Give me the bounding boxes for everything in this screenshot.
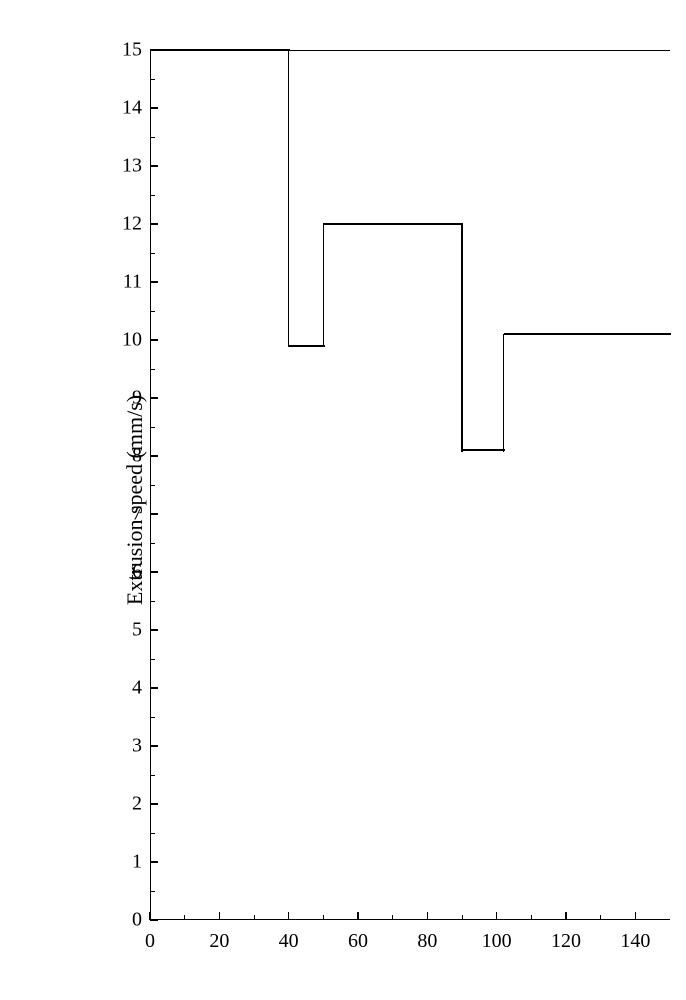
step-segment [323,223,463,225]
x-tick-label: 100 [482,930,512,953]
x-tick-minor [462,915,463,920]
y-tick [150,339,158,341]
y-tick [150,919,158,921]
y-tick [150,165,158,167]
y-tick-label: 15 [122,39,142,62]
x-tick [149,912,151,920]
y-tick [150,397,158,399]
y-tick [150,861,158,863]
y-tick-minor [150,485,155,486]
y-tick-minor [150,543,155,544]
x-tick-label: 120 [551,930,581,953]
y-tick-label: 7 [132,503,142,526]
y-tick-minor [150,195,155,196]
plot-area [150,50,670,920]
y-tick-label: 1 [132,851,142,874]
y-tick-label: 6 [132,561,142,584]
step-segment [323,224,325,347]
x-tick [288,912,290,920]
y-tick [150,571,158,573]
y-tick-minor [150,369,155,370]
y-tick-minor [150,427,155,428]
y-tick [150,223,158,225]
y-tick-minor [150,137,155,138]
x-tick-minor [184,915,185,920]
y-tick-minor [150,659,155,660]
y-tick-minor [150,79,155,80]
x-tick-label: 140 [620,930,650,953]
x-tick-minor [254,915,255,920]
x-tick-minor [531,915,532,920]
y-tick-minor [150,775,155,776]
step-segment [504,333,672,335]
x-tick [565,912,567,920]
y-tick [150,745,158,747]
step-segment [503,334,505,452]
y-tick-label: 10 [122,329,142,352]
y-tick-label: 5 [132,619,142,642]
y-tick-label: 14 [122,97,142,120]
y-tick [150,455,158,457]
x-tick-minor [323,915,324,920]
x-tick-label: 40 [279,930,299,953]
x-tick-label: 0 [145,930,155,953]
y-tick [150,803,158,805]
y-tick-label: 2 [132,793,142,816]
x-tick [219,912,221,920]
x-tick-label: 60 [348,930,368,953]
y-tick-minor [150,833,155,834]
step-segment [288,50,290,347]
x-tick [496,912,498,920]
x-tick [427,912,429,920]
y-tick [150,107,158,109]
y-tick-minor [150,253,155,254]
step-segment [461,224,463,452]
y-tick-label: 9 [132,387,142,410]
chart-container: Extrusion speed (mm/s) 01234567891011121… [40,20,680,980]
y-tick-minor [150,601,155,602]
y-tick-minor [150,891,155,892]
x-tick-minor [600,915,601,920]
step-segment [289,345,325,347]
y-tick-minor [150,311,155,312]
y-tick [150,629,158,631]
y-tick [150,281,158,283]
step-segment [462,449,505,451]
x-tick-minor [392,915,393,920]
y-tick-label: 8 [132,445,142,468]
y-tick-label: 12 [122,213,142,236]
x-tick-label: 80 [417,930,437,953]
y-tick-label: 13 [122,155,142,178]
x-tick [357,912,359,920]
y-tick-label: 4 [132,677,142,700]
step-segment [150,49,290,51]
x-tick-label: 20 [209,930,229,953]
y-tick-label: 11 [123,271,142,294]
y-tick [150,687,158,689]
y-tick [150,513,158,515]
y-tick-label: 3 [132,735,142,758]
y-tick-minor [150,717,155,718]
y-tick-label: 0 [132,909,142,932]
x-tick [635,912,637,920]
